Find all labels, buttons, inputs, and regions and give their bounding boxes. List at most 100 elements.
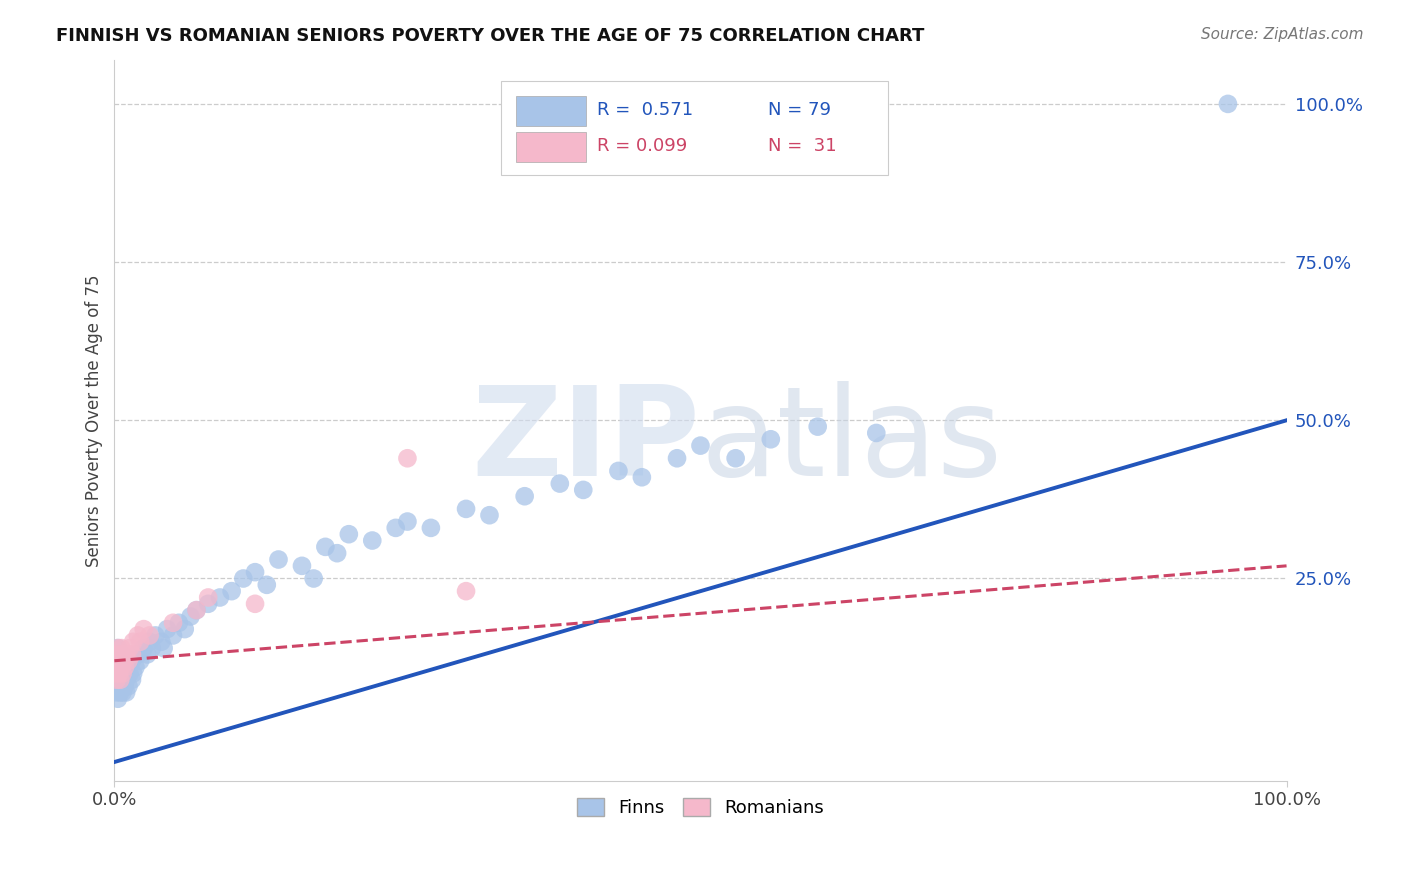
- Point: [118, 666, 141, 681]
- Point: [107, 673, 129, 687]
- Point: [197, 597, 219, 611]
- Point: [337, 527, 360, 541]
- Point: [478, 508, 501, 523]
- Point: [243, 597, 266, 611]
- Point: [112, 660, 135, 674]
- Point: [807, 419, 830, 434]
- Point: [666, 451, 689, 466]
- Point: [110, 679, 132, 693]
- Point: [108, 666, 131, 681]
- Point: [107, 641, 129, 656]
- Point: [117, 660, 139, 674]
- Point: [105, 648, 128, 662]
- Point: [107, 660, 129, 674]
- Point: [108, 648, 131, 662]
- Point: [759, 432, 782, 446]
- Point: [117, 654, 139, 668]
- Point: [396, 451, 419, 466]
- Point: [111, 654, 134, 668]
- Point: [110, 673, 132, 687]
- Point: [152, 641, 174, 656]
- Text: ZIP: ZIP: [472, 382, 700, 502]
- Point: [243, 565, 266, 579]
- Point: [724, 451, 747, 466]
- Point: [111, 666, 134, 681]
- Point: [302, 572, 325, 586]
- Point: [167, 615, 190, 630]
- Point: [110, 660, 132, 674]
- Point: [267, 552, 290, 566]
- Text: atlas: atlas: [700, 382, 1002, 502]
- Point: [127, 628, 149, 642]
- Point: [384, 521, 406, 535]
- Point: [186, 603, 208, 617]
- Point: [631, 470, 654, 484]
- Point: [115, 673, 138, 687]
- Point: [326, 546, 349, 560]
- Point: [454, 584, 477, 599]
- Point: [572, 483, 595, 497]
- Point: [122, 666, 145, 681]
- Point: [361, 533, 384, 548]
- Point: [548, 476, 571, 491]
- Point: [110, 666, 132, 681]
- Point: [162, 615, 184, 630]
- Point: [1216, 96, 1239, 111]
- FancyBboxPatch shape: [516, 95, 586, 126]
- Point: [111, 648, 134, 662]
- Point: [314, 540, 336, 554]
- Point: [107, 641, 129, 656]
- Point: [121, 654, 143, 668]
- Point: [105, 673, 128, 687]
- Point: [108, 666, 131, 681]
- Point: [180, 609, 202, 624]
- Point: [208, 591, 231, 605]
- Point: [108, 679, 131, 693]
- Point: [186, 603, 208, 617]
- Point: [156, 622, 179, 636]
- Point: [112, 673, 135, 687]
- Point: [107, 660, 129, 674]
- Point: [115, 648, 138, 662]
- Point: [114, 666, 136, 681]
- Point: [110, 660, 132, 674]
- Point: [110, 648, 132, 662]
- Point: [138, 634, 160, 648]
- Point: [121, 673, 143, 687]
- Point: [129, 654, 152, 668]
- Point: [232, 572, 254, 586]
- Point: [104, 654, 127, 668]
- Point: [104, 648, 127, 662]
- Y-axis label: Seniors Poverty Over the Age of 75: Seniors Poverty Over the Age of 75: [86, 274, 103, 566]
- Point: [127, 648, 149, 662]
- Point: [396, 515, 419, 529]
- Point: [121, 648, 143, 662]
- Point: [129, 634, 152, 648]
- Point: [105, 685, 128, 699]
- Point: [117, 679, 139, 693]
- Point: [114, 660, 136, 674]
- Point: [122, 634, 145, 648]
- Point: [689, 439, 711, 453]
- Point: [173, 622, 195, 636]
- Point: [110, 641, 132, 656]
- Point: [607, 464, 630, 478]
- Point: [110, 685, 132, 699]
- Point: [221, 584, 243, 599]
- FancyBboxPatch shape: [501, 81, 889, 175]
- Point: [256, 578, 278, 592]
- Point: [197, 591, 219, 605]
- Point: [114, 679, 136, 693]
- Point: [419, 521, 441, 535]
- Point: [110, 654, 132, 668]
- Point: [132, 622, 155, 636]
- Text: N = 79: N = 79: [769, 101, 831, 120]
- Point: [162, 628, 184, 642]
- Point: [291, 558, 314, 573]
- Point: [132, 641, 155, 656]
- Text: R = 0.099: R = 0.099: [598, 137, 688, 155]
- Point: [111, 685, 134, 699]
- Point: [104, 666, 127, 681]
- Point: [105, 654, 128, 668]
- Point: [145, 628, 167, 642]
